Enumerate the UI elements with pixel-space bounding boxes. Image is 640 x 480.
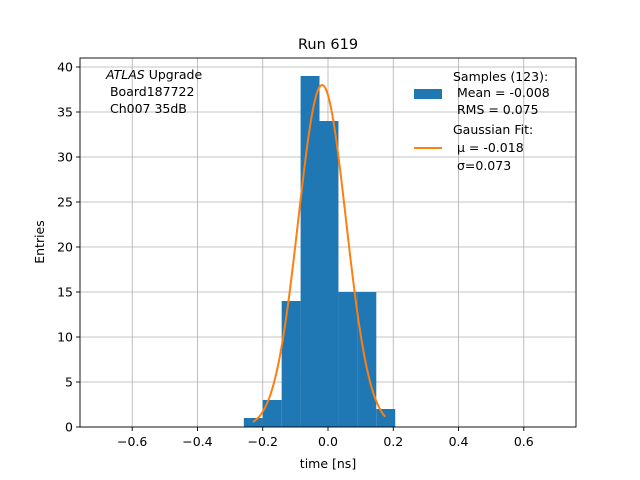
histogram-bar [357,292,377,427]
histogram-bar [281,301,301,427]
x-tick-label: −0.4 [182,434,212,449]
x-axis-ticks: −0.6 −0.4 −0.2 0.0 0.2 0.4 0.6 [117,427,534,449]
annotation-line-1: ATLAS Upgrade [105,67,202,82]
legend-swatch-samples [414,89,442,99]
x-tick-label: 0.0 [318,434,338,449]
x-tick-label: 0.4 [449,434,469,449]
annotation-line-2: Board187722 [106,84,194,99]
gaussian-fit-line [252,83,386,423]
x-axis-label: time [ns] [300,456,356,471]
legend-fit-line-3: σ=0.073 [453,158,511,173]
upgrade-label: Upgrade [145,67,203,82]
y-axis-ticks: 0 5 10 15 20 25 30 35 40 [57,60,80,435]
annotation-box: ATLAS Upgrade Board187722 Ch007 35dB [105,67,202,116]
y-tick-label: 5 [65,375,73,390]
histogram-bar [338,292,358,427]
x-tick-label: 0.2 [383,434,403,449]
gaussian-fit-curve [252,83,386,423]
y-tick-label: 25 [57,195,73,210]
y-tick-label: 20 [57,240,73,255]
y-tick-label: 30 [57,150,73,165]
annotation-line-3: Ch007 35dB [106,101,187,116]
x-tick-label: −0.6 [117,434,147,449]
y-axis-label: Entries [32,220,47,264]
y-tick-label: 10 [57,330,73,345]
x-tick-label: −0.2 [248,434,278,449]
y-tick-label: 0 [65,420,73,435]
histogram-bar [376,409,396,427]
legend-samples-line-1: Samples (123): [453,69,548,84]
y-tick-label: 35 [57,105,73,120]
legend-samples-line-3: RMS = 0.075 [453,102,539,117]
histogram-bar [262,400,282,427]
y-tick-label: 40 [57,60,73,75]
y-tick-label: 15 [57,285,73,300]
legend: Samples (123): Mean = -0.008 RMS = 0.075… [414,69,550,173]
legend-fit-line-1: Gaussian Fit: [453,122,533,137]
chart-title: Run 619 [298,37,358,53]
atlas-label: ATLAS [105,67,145,82]
x-tick-label: 0.6 [514,434,534,449]
histogram-bar [319,121,339,427]
legend-samples-line-2: Mean = -0.008 [453,85,550,100]
legend-fit-line-2: μ = -0.018 [453,140,524,155]
histogram-bar [243,418,263,427]
